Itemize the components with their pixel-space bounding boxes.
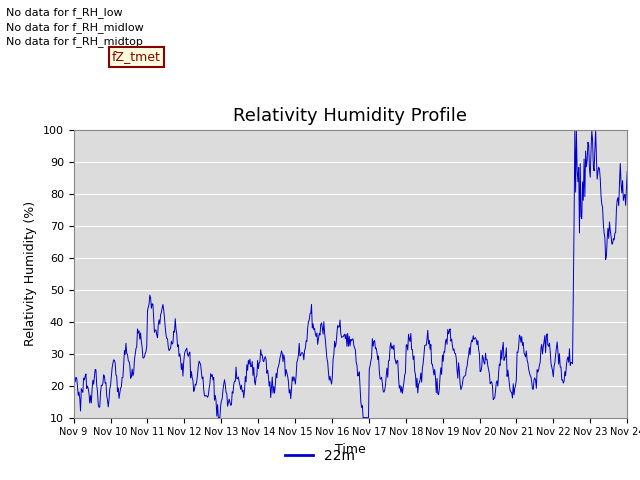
Title: Relativity Humidity Profile: Relativity Humidity Profile xyxy=(234,107,467,125)
Text: No data for f_RH_midlow: No data for f_RH_midlow xyxy=(6,22,144,33)
Text: No data for f_RH_midtop: No data for f_RH_midtop xyxy=(6,36,143,47)
Y-axis label: Relativity Humidity (%): Relativity Humidity (%) xyxy=(24,201,37,346)
Text: fZ_tmet: fZ_tmet xyxy=(112,50,161,63)
Legend: 22m: 22m xyxy=(280,443,360,468)
X-axis label: Time: Time xyxy=(335,443,366,456)
Text: No data for f_RH_low: No data for f_RH_low xyxy=(6,7,123,18)
